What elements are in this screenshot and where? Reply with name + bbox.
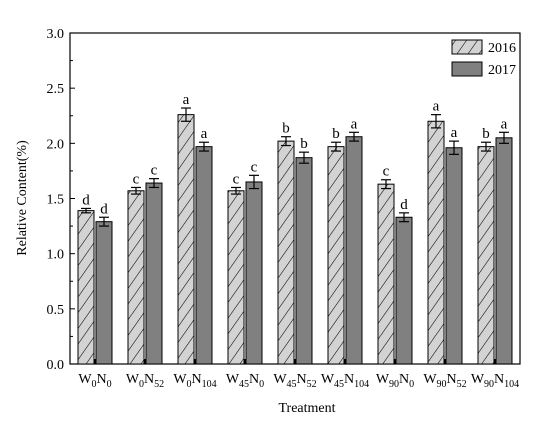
significance-letter: a (433, 99, 440, 115)
bar-2017 (495, 137, 513, 365)
bar-2016 (377, 183, 395, 365)
x-tick-label: W90N0 (376, 372, 414, 390)
x-tick-label: W0N52 (126, 372, 164, 390)
significance-letter: c (251, 159, 258, 175)
bar-2016 (277, 140, 295, 365)
bar-2017 (195, 146, 213, 365)
legend-swatch-2017 (451, 61, 483, 77)
bar-2017 (245, 181, 263, 365)
bar-2016 (77, 210, 95, 365)
x-tick-label: W45N0 (226, 372, 264, 390)
significance-letter: b (300, 136, 308, 152)
bars-group (77, 114, 513, 365)
y-tick-label: 1.5 (47, 193, 65, 208)
y-tick-label: 1.0 (47, 248, 65, 263)
x-axis-title: Treatment (278, 401, 335, 416)
bar-2017 (295, 157, 313, 365)
significance-letter: c (233, 171, 240, 187)
bar-2016 (327, 146, 345, 365)
error-bars-group (81, 107, 509, 227)
bar-2016 (127, 190, 145, 365)
bar-2016 (177, 114, 195, 365)
y-axis: 0.0 0.5 1.0 1.5 2.0 2.5 3.0 (47, 27, 75, 373)
legend-swatch-2016 (451, 39, 483, 55)
x-tick-label: W90N52 (423, 372, 466, 390)
significance-letter: c (151, 163, 158, 179)
x-tick-label: W0N0 (78, 372, 111, 390)
y-tick-label: 0.5 (47, 303, 65, 318)
x-tick-label: W0N104 (173, 372, 216, 390)
bar-2016 (477, 146, 495, 365)
significance-letter: c (383, 164, 390, 180)
y-tick-label: 2.5 (47, 82, 65, 97)
y-tick-label: 2.0 (47, 137, 65, 152)
bar-2017 (395, 216, 413, 365)
significance-letter: d (400, 197, 408, 213)
bar-2017 (95, 221, 113, 365)
significance-letter: b (482, 126, 490, 142)
y-tick-label: 0.0 (47, 358, 65, 373)
bar-2016 (427, 120, 445, 365)
x-axis: W0N0 W0N52 W0N104 W45N0 W45N52 W45N104 W90N0 W9… (78, 359, 519, 390)
bar-2016 (227, 190, 245, 365)
significance-letter: a (183, 92, 190, 108)
significance-letter: c (133, 171, 140, 187)
x-tick-label: W45N52 (273, 372, 316, 390)
significance-letter: d (82, 192, 90, 208)
significance-letter: a (201, 126, 208, 142)
significance-letter: a (351, 116, 358, 132)
significance-letter: a (501, 116, 508, 132)
significance-letter: b (332, 126, 340, 142)
legend-label: 2017 (488, 63, 516, 78)
bar-2017 (445, 147, 463, 365)
y-axis-title: Relative Content(%) (15, 140, 30, 256)
bar-2017 (345, 136, 363, 365)
x-tick-label: W45N104 (321, 372, 369, 390)
y-tick-label: 3.0 (47, 27, 65, 42)
bar-2017 (145, 182, 163, 365)
x-tick-label: W90N104 (471, 372, 519, 390)
legend-label: 2016 (488, 41, 516, 56)
significance-letter: b (282, 121, 290, 137)
legend: 2016 2017 (451, 39, 516, 78)
significance-letter: a (451, 125, 458, 141)
significance-letter: d (100, 201, 108, 217)
